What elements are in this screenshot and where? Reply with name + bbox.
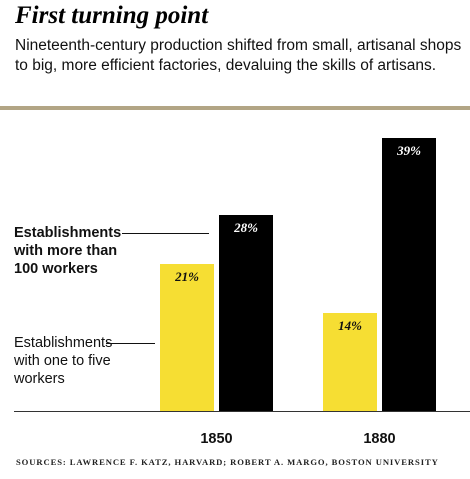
legend-small-line-1: Establishments: [14, 335, 113, 351]
legend-small-line-2: with one to five: [14, 353, 111, 369]
legend-large-line-1: Establishments: [14, 225, 122, 241]
chart-subtitle: Nineteenth-century production shifted fr…: [15, 37, 462, 74]
bar-large-1850: [219, 215, 273, 411]
legend-large-line-3: 100 workers: [14, 261, 98, 277]
legend-small-line-3: workers: [14, 371, 65, 387]
chart-title: First turning point: [15, 2, 209, 29]
category-label-1880: 1880: [363, 431, 395, 447]
legend-large-line-2: with more than: [14, 243, 118, 259]
data-label-small-1850: 21%: [174, 269, 199, 284]
data-label-large-1850: 28%: [233, 220, 258, 235]
bar-small-1880: [323, 313, 377, 411]
legend-label-small: Establishments with one to five workers: [14, 334, 112, 388]
bar-small-1850: [160, 264, 214, 411]
data-label-small-1880: 14%: [338, 318, 362, 333]
category-label-1850: 1850: [200, 431, 232, 447]
source-note: SOURCES: LAWRENCE F. KATZ, HARVARD; ROBE…: [16, 457, 439, 467]
divider-rule: [0, 106, 470, 110]
bar-large-1880: [382, 138, 436, 411]
data-label-large-1880: 39%: [396, 143, 421, 158]
legend-label-large: Establishments with more than 100 worker…: [14, 224, 121, 278]
